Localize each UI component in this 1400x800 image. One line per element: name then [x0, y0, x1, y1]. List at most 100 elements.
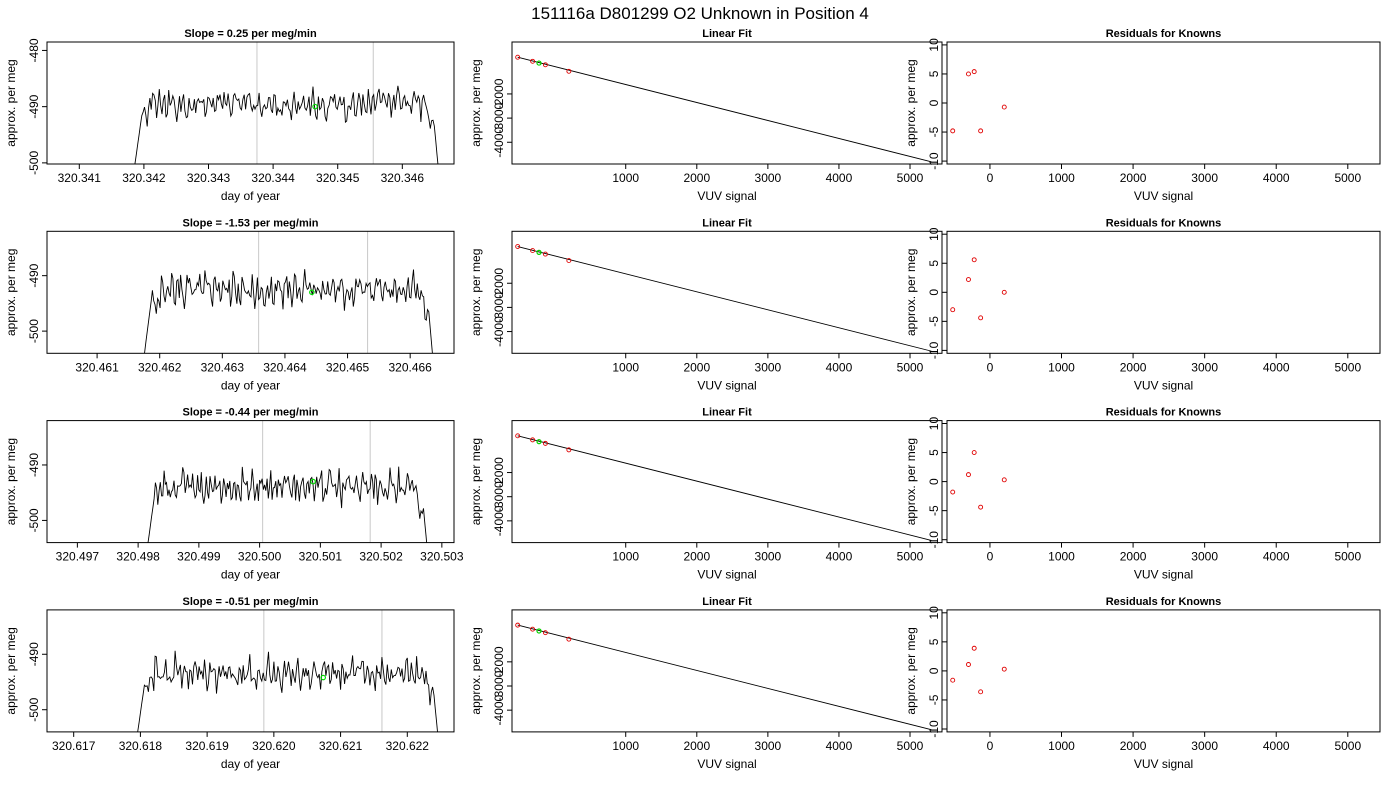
panel-r1-timeseries: Slope = 0.25 per meg/min 320.341 320.342 32… — [4, 28, 455, 203]
x-tick-label: 0 — [987, 360, 994, 374]
x-tick-label: 320.503 — [420, 550, 464, 564]
x-axis-label: VUV signal — [1134, 757, 1193, 771]
series-line — [137, 650, 438, 732]
y-tick-label: 10 — [927, 606, 941, 620]
x-axis-label: VUV signal — [697, 189, 756, 203]
data-point — [978, 128, 984, 134]
x-tick-label: 320.621 — [319, 739, 363, 753]
data-point — [542, 440, 548, 446]
y-tick-label: -4000 — [492, 316, 506, 347]
green-point — [312, 103, 318, 110]
y-axis-label: approx. per meg — [904, 438, 918, 525]
x-tick-label: 320.618 — [119, 739, 163, 753]
x-axis-label: VUV signal — [697, 568, 756, 582]
x-tick-label: 5000 — [1334, 171, 1361, 185]
x-tick-label: 320.343 — [187, 171, 231, 185]
data-point — [515, 622, 521, 628]
panel-r2-linear-fit: Linear Fit 1000 2000 3000 4000 5000 -4000-3000… — [469, 217, 943, 392]
x-tick-label: 320.345 — [316, 171, 360, 185]
data-point — [566, 636, 572, 642]
series-line — [147, 466, 428, 543]
x-tick-label: 320.619 — [185, 739, 229, 753]
x-tick-label: 1000 — [1048, 739, 1075, 753]
data-point — [530, 437, 536, 443]
y-tick-label: 10 — [927, 227, 941, 241]
x-tick-label: 320.497 — [56, 550, 100, 564]
data-point — [542, 62, 548, 68]
plot-frame — [946, 609, 1381, 733]
x-axis-label: VUV signal — [1134, 378, 1193, 392]
plot-area — [950, 69, 1007, 134]
x-tick-label: 320.344 — [251, 171, 295, 185]
x-tick-label: 5000 — [897, 550, 924, 564]
x-tick-label: 320.617 — [52, 739, 96, 753]
x-tick-label: 320.500 — [238, 550, 282, 564]
data-point — [1001, 666, 1007, 672]
x-tick-label: 4000 — [1263, 171, 1290, 185]
plot-area — [950, 645, 1007, 695]
green-point — [310, 478, 316, 485]
x-axis-label: day of year — [221, 378, 280, 392]
panel-r3-residuals: Residuals for Knowns 0 1000 2000 3000 4000 500… — [904, 407, 1381, 582]
x-tick-label: 320.346 — [381, 171, 425, 185]
x-axis-label: VUV signal — [697, 378, 756, 392]
panel-title: Residuals for Knowns — [1106, 217, 1222, 229]
x-tick-label: 320.342 — [122, 171, 166, 185]
data-point — [971, 450, 977, 456]
green-point — [320, 674, 327, 681]
x-tick-label: 320.499 — [177, 550, 221, 564]
y-tick-label: -500 — [27, 151, 41, 175]
x-tick-label: 320.498 — [116, 550, 160, 564]
data-point — [950, 307, 956, 313]
x-tick-label: 3000 — [755, 739, 782, 753]
panel-title: Linear Fit — [702, 596, 752, 608]
x-tick-label: 1000 — [612, 550, 639, 564]
x-tick-label: 2000 — [1120, 360, 1147, 374]
x-tick-label: 3000 — [755, 171, 782, 185]
y-tick-label: -4000 — [492, 127, 506, 158]
x-tick-label: 1000 — [1048, 171, 1075, 185]
fit-line — [517, 56, 932, 163]
y-tick-label: -3000 — [492, 102, 506, 133]
panel-title: Linear Fit — [702, 28, 752, 40]
x-tick-label: 320.502 — [359, 550, 403, 564]
data-point — [966, 662, 971, 667]
y-axis-label: approx. per meg — [904, 249, 918, 336]
x-tick-label: 320.463 — [201, 360, 245, 374]
plot-area — [515, 433, 932, 541]
fit-line — [517, 624, 932, 731]
panel-title: Residuals for Knowns — [1106, 596, 1222, 608]
x-axis-label: VUV signal — [1134, 568, 1193, 582]
x-tick-label: 4000 — [826, 171, 853, 185]
x-tick-label: 2000 — [683, 550, 710, 564]
plot-frame — [946, 420, 1381, 544]
x-tick-label: 4000 — [1263, 739, 1290, 753]
y-tick-label: 0 — [927, 99, 941, 106]
plot-area — [144, 231, 433, 354]
plot-area — [515, 54, 932, 163]
x-tick-label: 0 — [987, 550, 994, 564]
y-tick-label: -2000 — [492, 78, 506, 109]
y-tick-label: -3000 — [492, 481, 506, 512]
data-point — [515, 244, 521, 249]
data-point — [542, 630, 548, 636]
y-tick-label: -500 — [27, 319, 41, 343]
fit-line — [517, 435, 932, 541]
y-tick-label: -4000 — [492, 694, 506, 725]
y-tick-label: -490 — [27, 263, 41, 287]
y-tick-label: -2000 — [492, 457, 506, 488]
y-tick-label: -10 — [927, 531, 941, 549]
x-tick-label: 5000 — [1334, 360, 1361, 374]
panel-r4-timeseries: Slope = -0.51 per meg/min 320.617 320.618 3… — [4, 596, 455, 771]
x-tick-label: 5000 — [1334, 550, 1361, 564]
y-axis-label: approx. per meg — [4, 249, 18, 336]
y-axis-label: approx. per meg — [469, 627, 483, 714]
green-point — [536, 439, 542, 445]
panel-title: Slope = -0.44 per meg/min — [182, 407, 318, 419]
x-tick-label: 320.620 — [252, 739, 296, 753]
y-axis-label: approx. per meg — [4, 59, 18, 146]
x-tick-label: 4000 — [826, 360, 853, 374]
panel-r1-residuals: Residuals for Knowns 0 1000 2000 3000 4000 500… — [904, 28, 1381, 203]
data-point — [950, 489, 956, 495]
